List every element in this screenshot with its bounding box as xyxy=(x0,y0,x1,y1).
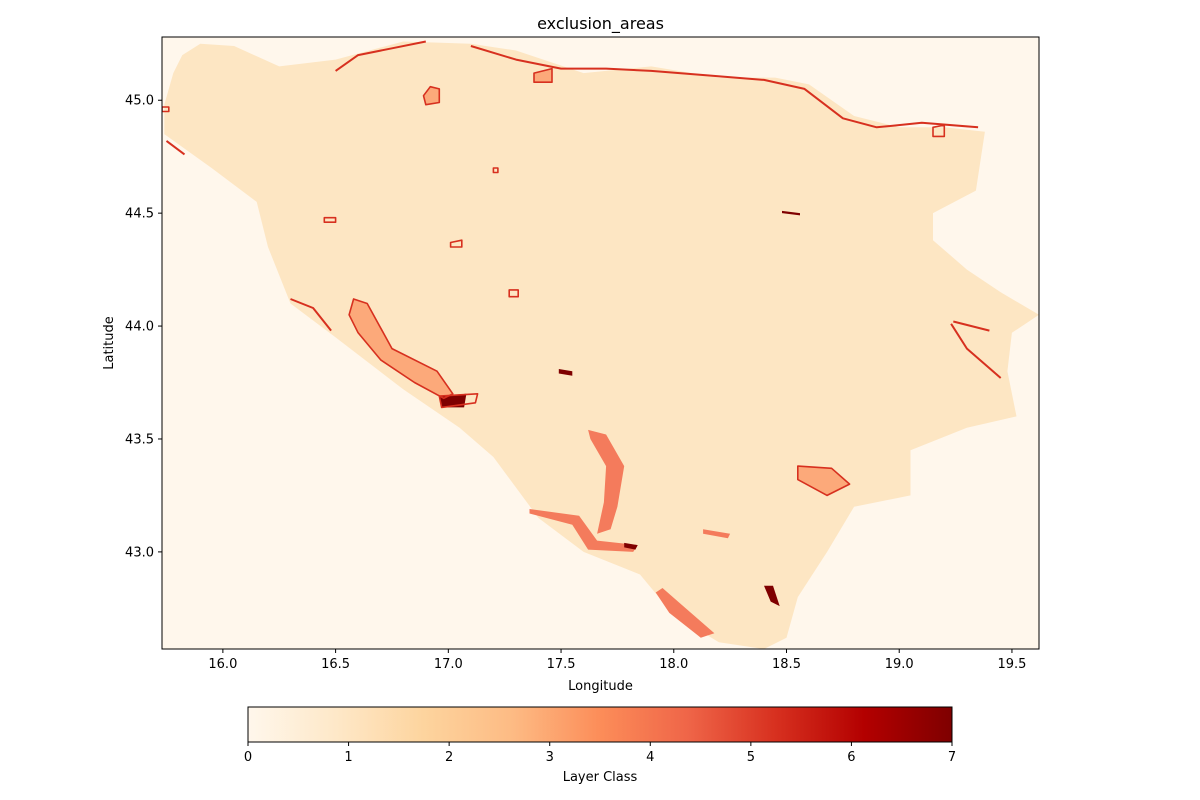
x-tick-label: 16.0 xyxy=(208,657,237,672)
exclusion-zone-10 xyxy=(624,542,638,550)
plot-frame xyxy=(161,36,1040,650)
y-tick-label: 43.5 xyxy=(125,432,154,447)
exclusion-zone-9 xyxy=(764,585,780,607)
exclusion-boundary-ring-4 xyxy=(533,67,553,83)
map-plot-area xyxy=(161,36,1040,650)
colorbar: 0 1 2 3 4 5 6 7 Layer Class xyxy=(244,706,956,785)
exclusion-zone-12 xyxy=(558,369,573,376)
exclusion-boundary-ring-2 xyxy=(796,465,851,497)
exclusion-boundary-ring-1 xyxy=(438,392,479,409)
exclusion-zone-2 xyxy=(588,429,625,534)
exclusion-boundary-line-0 xyxy=(335,40,426,72)
exclusion-boundary-ring-7 xyxy=(508,289,520,298)
colorbar-tick-label: 5 xyxy=(747,750,755,765)
country-shape xyxy=(164,41,1039,649)
exclusion-boundary-ring-6 xyxy=(323,216,337,223)
x-tick-label: 17.0 xyxy=(434,657,463,672)
chart-title: exclusion_areas xyxy=(537,14,664,34)
exclusion-boundary-ring-3 xyxy=(422,85,441,106)
exclusion-zone-0 xyxy=(349,299,453,399)
y-tick-label: 45.0 xyxy=(125,94,154,109)
y-tick-label: 43.0 xyxy=(125,545,154,560)
colorbar-tick-label: 0 xyxy=(244,750,252,765)
colorbar-tick-label: 3 xyxy=(546,750,554,765)
y-tick-label: 44.5 xyxy=(125,207,154,222)
x-tick-label: 18.0 xyxy=(659,657,688,672)
exclusion-zone-3 xyxy=(529,509,638,552)
y-axis: 43.0 43.5 44.0 44.5 45.0 xyxy=(125,94,162,560)
exclusion-boundary-line-2 xyxy=(165,140,186,156)
exclusion-boundary-ring-5 xyxy=(449,239,463,248)
exclusion-boundary-line-5 xyxy=(953,320,990,332)
colorbar-gradient xyxy=(248,707,952,742)
colorbar-tick-label: 6 xyxy=(847,750,855,765)
y-axis-label: Latitude xyxy=(102,316,117,370)
exclusion-zone-4 xyxy=(655,588,715,638)
colorbar-tick-label: 2 xyxy=(445,750,453,765)
colorbar-tick-label: 4 xyxy=(646,750,654,765)
exclusion-boundary-ring-0 xyxy=(348,298,454,400)
x-tick-label: 19.0 xyxy=(885,657,914,672)
map-layers xyxy=(162,40,1039,649)
y-tick-label: 44.0 xyxy=(125,320,154,335)
exclusion-zone-5 xyxy=(703,529,731,539)
exclusion-boundary-ring-8 xyxy=(492,167,499,174)
exclusion-boundary-line-4 xyxy=(950,323,1002,379)
colorbar-tick-label: 7 xyxy=(948,750,956,765)
x-tick-label: 17.5 xyxy=(547,657,576,672)
colorbar-tick-label: 1 xyxy=(344,750,352,765)
exclusion-boundary-ring-10 xyxy=(162,106,170,113)
colorbar-label: Layer Class xyxy=(563,770,638,785)
x-tick-label: 16.5 xyxy=(321,657,350,672)
exclusion-zone-11 xyxy=(782,210,800,216)
exclusion-boundary-line-1 xyxy=(470,45,979,129)
colorbar-ticks: 0 1 2 3 4 5 6 7 xyxy=(244,742,956,765)
x-axis-label: Longitude xyxy=(568,679,633,694)
exclusion-boundary-ring-9 xyxy=(932,124,946,138)
x-tick-label: 19.5 xyxy=(997,657,1026,672)
x-tick-label: 18.5 xyxy=(772,657,801,672)
colorbar-frame xyxy=(247,706,953,743)
x-axis: 16.0 16.5 17.0 17.5 18.0 18.5 19.0 19.5 xyxy=(208,649,1026,672)
exclusion-boundary-line-3 xyxy=(290,298,332,332)
